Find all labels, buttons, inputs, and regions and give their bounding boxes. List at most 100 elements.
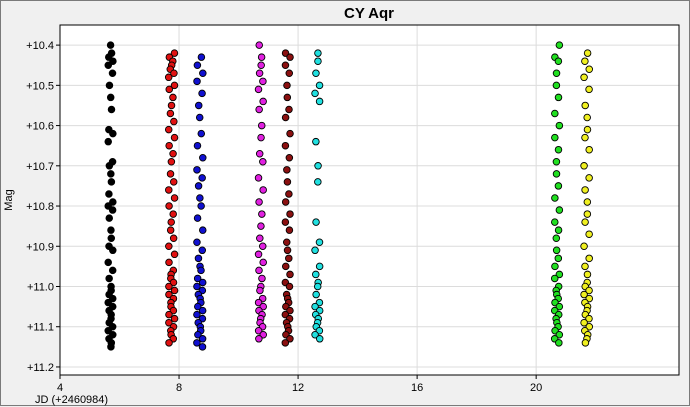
- data-point: [165, 141, 173, 150]
- data-point: [555, 41, 564, 49]
- data-point: [259, 77, 267, 86]
- data-point: [555, 206, 564, 214]
- data-point: [283, 246, 292, 255]
- data-point: [193, 282, 201, 291]
- plot-area: [60, 25, 679, 375]
- data-point: [164, 73, 173, 82]
- data-point: [198, 89, 206, 98]
- data-point: [193, 166, 201, 174]
- data-point: [254, 298, 263, 307]
- data-point: [194, 101, 203, 110]
- data-point: [165, 186, 173, 194]
- data-point: [105, 162, 114, 170]
- data-point: [314, 162, 322, 170]
- data-point: [259, 158, 267, 166]
- data-point: [193, 339, 201, 347]
- data-point: [165, 258, 173, 267]
- data-point: [109, 57, 117, 65]
- x-tick-label: 12: [292, 382, 304, 394]
- data-point: [166, 109, 175, 118]
- data-point: [197, 266, 205, 275]
- grid-lines: [60, 25, 679, 375]
- data-point: [197, 202, 205, 210]
- data-point: [285, 226, 294, 234]
- data-point: [314, 57, 322, 65]
- data-point: [166, 170, 175, 178]
- data-point: [285, 282, 294, 291]
- data-point: [254, 174, 263, 182]
- data-point: [167, 218, 175, 226]
- data-point: [256, 286, 264, 295]
- data-point: [555, 121, 564, 130]
- data-point: [585, 174, 593, 182]
- data-point: [198, 335, 207, 343]
- data-point: [585, 254, 593, 263]
- y-tick-label: +11.1: [27, 322, 54, 334]
- data-point: [194, 254, 203, 263]
- data-point: [105, 274, 113, 283]
- data-point: [286, 210, 294, 218]
- data-point: [258, 210, 266, 218]
- y-tick-label: +10.9: [26, 241, 54, 253]
- data-point: [108, 69, 117, 78]
- data-point: [169, 210, 177, 218]
- data-point: [170, 314, 179, 323]
- data-point: [581, 218, 589, 226]
- data-point: [311, 89, 319, 98]
- data-point: [314, 178, 322, 186]
- data-point: [254, 85, 263, 94]
- data-point: [315, 335, 324, 343]
- data-point: [106, 41, 115, 49]
- data-point: [104, 326, 112, 335]
- data-point: [552, 234, 561, 242]
- data-point: [199, 154, 207, 162]
- data-point: [198, 306, 207, 315]
- y-tick-label: +10.6: [26, 121, 54, 133]
- y-tick-label: +10.4: [26, 40, 54, 52]
- data-point: [170, 81, 179, 90]
- data-point: [258, 274, 266, 283]
- data-point: [169, 178, 178, 186]
- data-point: [164, 125, 173, 134]
- data-point: [580, 290, 588, 299]
- data-point: [194, 331, 202, 339]
- x-axis-title: JD (+2460984): [35, 394, 108, 406]
- data-point: [314, 49, 322, 57]
- data-point: [257, 222, 265, 230]
- data-point: [254, 250, 263, 259]
- x-tick-label: 4: [57, 382, 63, 394]
- y-tick-label: +10.7: [26, 161, 54, 173]
- data-point: [285, 190, 293, 198]
- data-point: [107, 170, 115, 178]
- y-tick-label: +11.0: [27, 281, 54, 293]
- data-point: [166, 226, 175, 234]
- data-point: [106, 93, 115, 102]
- data-point: [167, 101, 176, 110]
- data-point: [311, 302, 319, 311]
- data-point: [585, 286, 593, 295]
- data-point: [583, 198, 592, 206]
- data-point: [197, 53, 206, 61]
- data-point: [286, 129, 294, 138]
- data-point: [552, 246, 561, 255]
- data-point: [313, 282, 322, 291]
- data-point: [256, 234, 264, 242]
- data-point: [257, 53, 266, 61]
- data-point: [281, 262, 290, 271]
- data-point: [283, 81, 291, 90]
- data-point: [197, 129, 206, 138]
- data-point: [104, 258, 112, 267]
- data-point: [580, 318, 588, 327]
- data-point: [170, 69, 178, 78]
- data-point: [315, 97, 324, 106]
- data-point: [312, 290, 320, 299]
- y-tick-label: +11.2: [27, 362, 54, 374]
- data-point: [259, 186, 267, 194]
- data-point: [257, 133, 265, 142]
- data-point: [281, 339, 290, 347]
- data-point: [550, 274, 559, 283]
- data-point: [198, 278, 207, 287]
- data-point: [315, 262, 324, 271]
- data-point: [551, 133, 559, 142]
- data-point: [551, 262, 559, 271]
